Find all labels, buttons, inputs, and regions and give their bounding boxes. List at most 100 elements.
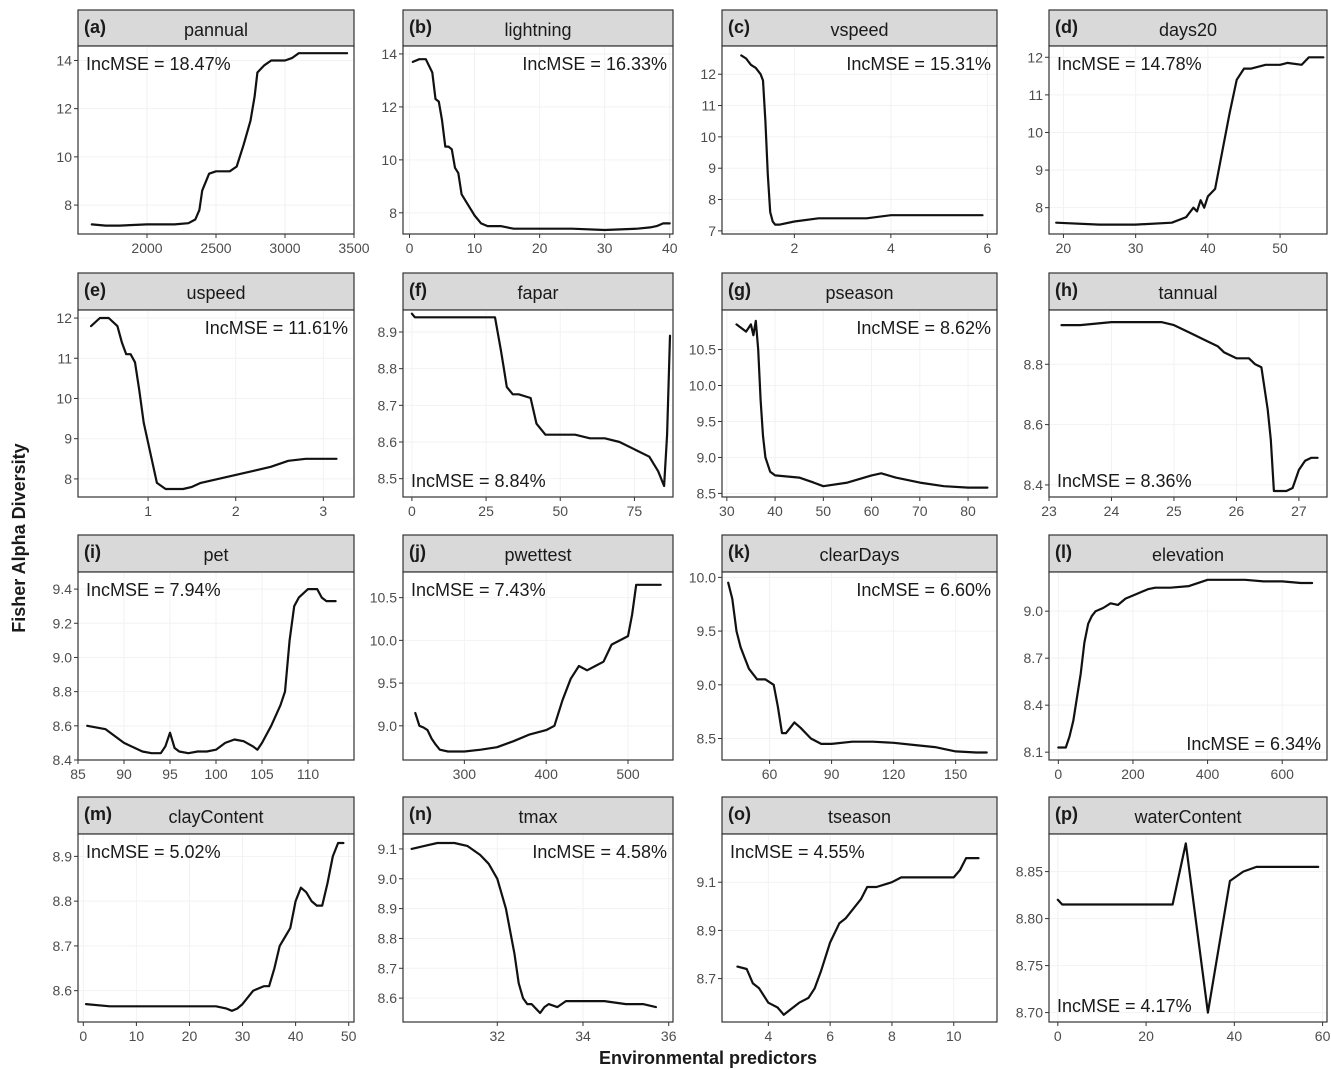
y-tick-label: 10 [56,390,72,406]
y-tick-label: 8.7 [1024,650,1044,666]
incmse-annotation: IncMSE = 11.61% [205,318,348,338]
strip-header [721,272,998,311]
x-tick-label: 50 [552,503,568,519]
x-tick-label: 200 [1121,766,1145,782]
y-tick-label: 9.5 [378,675,398,691]
panel-title: tannual [1158,283,1217,303]
partial-dependence-line [1057,578,1314,749]
y-tick-label: 9.5 [697,413,717,429]
x-tick-label: 80 [960,503,976,519]
x-tick-label: 6 [983,240,991,256]
panel-letter: (h) [1055,280,1078,300]
y-tick-label: 8.6 [378,434,398,450]
x-tick-label: 36 [661,1028,677,1044]
strip-header [77,534,355,573]
y-tick-label: 10 [381,152,397,168]
plot-area [1048,45,1328,235]
partial-dependence-line [89,316,338,491]
panel-letter: (e) [84,280,106,300]
y-tick-label: 8.1 [1024,744,1044,760]
x-tick-label: 0 [1054,1028,1062,1044]
y-tick-label: 8.80 [1016,911,1043,927]
x-tick-label: 3 [319,503,327,519]
incmse-annotation: IncMSE = 8.36% [1057,471,1192,491]
y-tick-label: 8 [64,471,72,487]
partial-dependence-line [86,587,337,755]
incmse-annotation: IncMSE = 18.47% [86,54,231,74]
y-tick-label: 14 [56,52,72,68]
incmse-annotation: IncMSE = 6.60% [856,580,991,600]
y-tick-label: 8.7 [53,938,73,954]
panel-days20: (d) days20 20 30 40 50 8 9 10 11 12 IncMSE = 14.78% [1027,9,1328,256]
x-tick-label: 34 [575,1028,591,1044]
plot-area [402,309,674,498]
plot-area [721,833,998,1023]
x-tick-label: 2500 [200,240,231,256]
panel-letter: (n) [409,804,432,824]
x-tick-label: 2 [790,240,798,256]
y-tick-label: 8.9 [53,848,73,864]
panel-letter: (m) [84,804,112,824]
partial-dependence-line [414,583,662,753]
plot-area [402,45,674,235]
panel-title: pet [203,545,228,565]
x-tick-label: 300 [453,766,477,782]
incmse-annotation: IncMSE = 15.31% [846,54,991,74]
y-tick-label: 12 [56,101,72,117]
plot-area [721,309,998,498]
x-tick-label: 3500 [338,240,369,256]
y-tick-label: 10 [1027,124,1043,140]
y-tick-label: 8.6 [378,990,398,1006]
strip-header [402,272,674,311]
y-tick-label: 9 [708,160,716,176]
partial-dependence-line [410,312,672,488]
x-tick-label: 23 [1041,503,1057,519]
y-tick-label: 8.5 [697,485,717,501]
x-tick-label: 50 [816,503,832,519]
x-tick-label: 100 [204,766,228,782]
x-tick-label: 60 [1315,1028,1331,1044]
incmse-annotation: IncMSE = 4.55% [730,842,865,862]
x-tick-label: 95 [162,766,178,782]
x-tick-label: 40 [1227,1028,1243,1044]
strip-header [1048,796,1328,835]
y-tick-label: 8.9 [378,324,398,340]
y-tick-label: 12 [700,66,716,82]
panel-tannual: (h) tannual 23 24 25 26 27 8.4 8.6 8.8 IncMSE = 8.… [1024,272,1328,519]
y-tick-label: 8.8 [1024,356,1044,372]
y-tick-label: 8.4 [1024,477,1044,493]
x-tick-label: 24 [1104,503,1120,519]
incmse-annotation: IncMSE = 5.02% [86,842,221,862]
y-tick-label: 8.5 [697,731,717,747]
y-tick-label: 8.5 [378,471,398,487]
x-tick-label: 4 [764,1028,772,1044]
y-tick-label: 10 [56,149,72,165]
y-tick-label: 8 [708,192,716,208]
y-tick-label: 9.5 [697,623,717,639]
strip-header [721,534,998,573]
panel-letter: (f) [409,280,427,300]
x-tick-label: 110 [297,766,320,782]
y-tick-label: 8.9 [697,922,717,938]
panel-title: elevation [1152,545,1224,565]
panel-tmax: (n) tmax 32 34 36 8.6 8.7 8.8 8.9 9.0 9.1 IncMSE = … [378,796,677,1044]
partial-dependence-line [727,581,988,754]
panel-clayContent: (m) clayContent 0 10 20 30 40 50 8.6 8.7 8.8 8.9 Inc… [53,796,357,1044]
y-tick-label: 9.0 [1024,603,1044,619]
x-tick-label: 60 [762,766,778,782]
panel-title: clearDays [819,545,899,565]
partial-dependence-line [1055,56,1325,226]
plot-area [402,833,674,1023]
x-tick-label: 75 [627,503,643,519]
incmse-annotation: IncMSE = 8.84% [411,471,546,491]
panel-title: tseason [828,807,891,827]
plot-area [1048,309,1328,498]
y-tick-label: 9 [1035,162,1043,178]
panel-pet: (i) pet 85 90 95 100 105 110 8.4 8.6 8.8 9.0 9.2 9.4 I… [53,534,355,782]
x-tick-label: 2 [232,503,240,519]
y-tick-label: 12 [56,310,72,326]
x-tick-label: 0 [408,503,416,519]
y-tick-label: 8.9 [378,901,398,917]
y-tick-label: 9.4 [53,581,73,597]
panel-letter: (d) [1055,17,1078,37]
